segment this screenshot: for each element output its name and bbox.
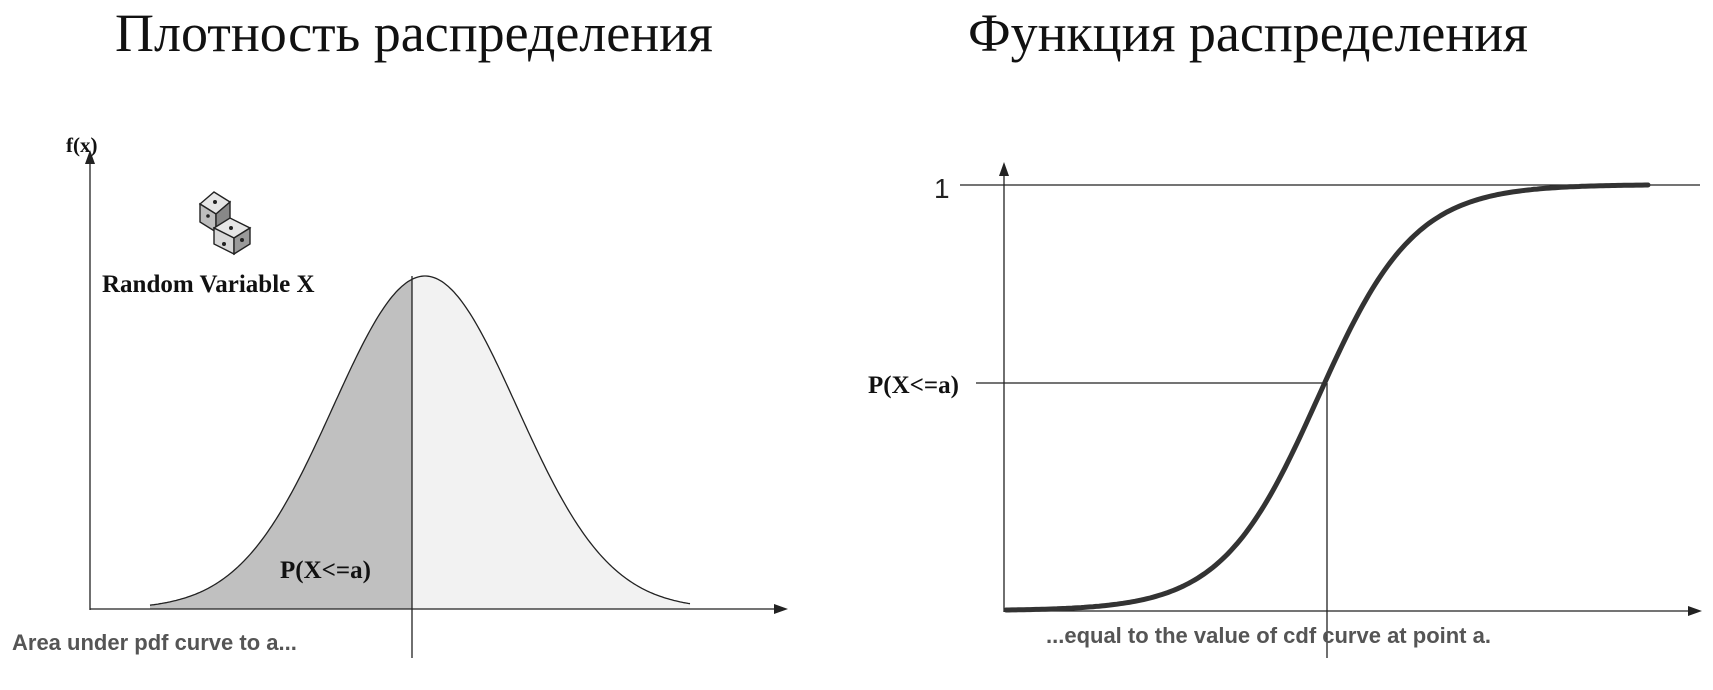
pdf-shaded-area [150,279,412,609]
pdf-area-label: P(X<=a) [280,557,371,584]
cdf-x-axis-arrow [1688,606,1702,616]
pdf-title: Плотность распределения [115,3,713,63]
cdf-caption: ...equal to the value of cdf curve at po… [1046,623,1491,648]
pdf-y-axis-arrow [85,150,95,164]
cdf-probability-label: P(X<=a) [868,372,959,399]
pdf-caption: Area under pdf curve to a... [12,630,297,655]
cdf-curve [1003,182,1651,613]
pdf-unshaded-area [412,276,690,609]
pdf-x-axis-arrow [774,604,788,614]
cdf-title: Функция распределения [968,3,1529,63]
cdf-y-tick-one: 1 [934,173,950,204]
dice-icon [198,191,252,256]
cdf-panel: 1 P(X<=a) ...equal to the value of cdf c… [868,162,1702,658]
pdf-curve [149,275,691,606]
cdf-y-axis-arrow [999,162,1009,176]
pdf-y-axis-label: f(x) [66,133,97,157]
random-variable-label: Random Variable X [102,271,315,298]
pdf-panel: f(x) Random Variable X P(X<=a) Area unde… [12,133,788,658]
